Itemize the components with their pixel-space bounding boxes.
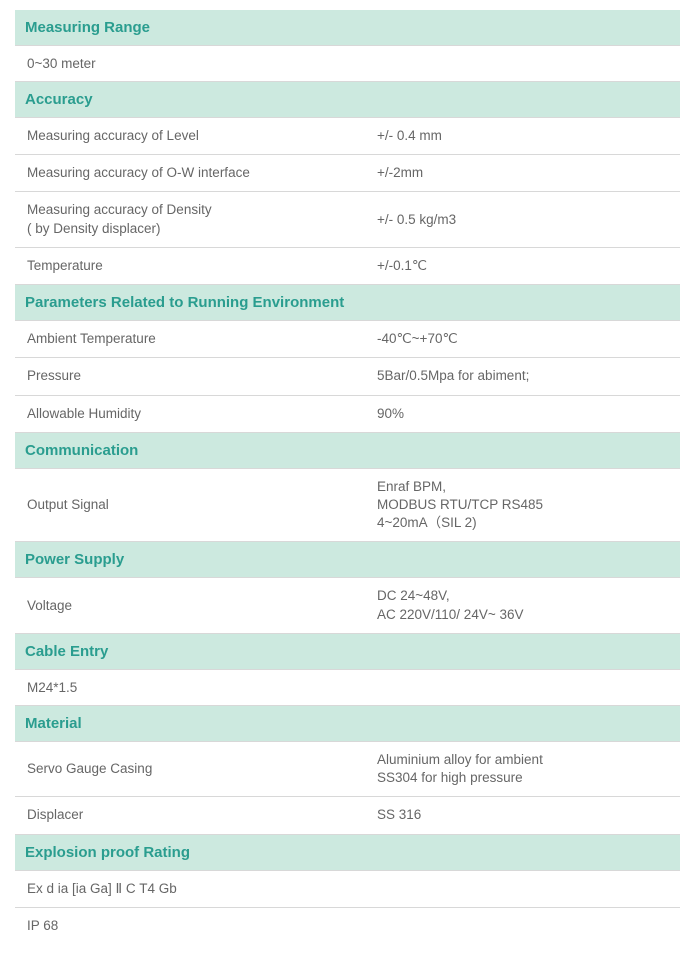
spec-value-row: Ex d ia [ia Ga] Ⅱ C T4 Gb [15, 870, 680, 907]
section-header: Accuracy [15, 81, 680, 117]
spec-kv-row: Allowable Humidity90% [15, 395, 680, 432]
spec-value-row: 0~30 meter [15, 45, 680, 81]
section-header: Communication [15, 432, 680, 468]
section-header: Material [15, 705, 680, 741]
spec-value-row: IP 68 [15, 907, 680, 943]
spec-value: +/- 0.5 kg/m3 [377, 211, 668, 229]
spec-value: Enraf BPM, MODBUS RTU/TCP RS485 4~20mA（S… [377, 478, 668, 533]
spec-value: +/- 0.4 mm [377, 127, 668, 145]
section-header: Cable Entry [15, 633, 680, 669]
spec-label: Output Signal [27, 496, 377, 514]
spec-kv-row: VoltageDC 24~48V, AC 220V/110/ 24V~ 36V [15, 577, 680, 632]
spec-kv-row: Pressure5Bar/0.5Mpa for abiment; [15, 357, 680, 394]
spec-label: Measuring accuracy of Level [27, 127, 377, 145]
spec-kv-row: DisplacerSS 316 [15, 796, 680, 833]
section-header: Explosion proof Rating [15, 834, 680, 870]
section-header: Parameters Related to Running Environmen… [15, 284, 680, 320]
spec-kv-row: Measuring accuracy of O-W interface+/-2m… [15, 154, 680, 191]
spec-label: Ambient Temperature [27, 330, 377, 348]
spec-label: Servo Gauge Casing [27, 760, 377, 778]
section-header: Power Supply [15, 541, 680, 577]
spec-value: SS 316 [377, 806, 668, 824]
spec-label: Pressure [27, 367, 377, 385]
spec-value: Aluminium alloy for ambient SS304 for hi… [377, 751, 668, 787]
spec-kv-row: Output SignalEnraf BPM, MODBUS RTU/TCP R… [15, 468, 680, 542]
spec-value: +/-2mm [377, 164, 668, 182]
spec-label: Temperature [27, 257, 377, 275]
spec-value: 5Bar/0.5Mpa for abiment; [377, 367, 668, 385]
spec-value: +/-0.1℃ [377, 257, 668, 275]
spec-value: 90% [377, 405, 668, 423]
spec-kv-row: Servo Gauge CasingAluminium alloy for am… [15, 741, 680, 796]
spec-table: Measuring Range0~30 meterAccuracyMeasuri… [0, 0, 695, 963]
spec-label: Voltage [27, 597, 377, 615]
spec-value-row: M24*1.5 [15, 669, 680, 705]
spec-label: Measuring accuracy of Density ( by Densi… [27, 201, 377, 237]
spec-label: Measuring accuracy of O-W interface [27, 164, 377, 182]
spec-kv-row: Measuring accuracy of Density ( by Densi… [15, 191, 680, 246]
section-header: Measuring Range [15, 10, 680, 45]
spec-value: DC 24~48V, AC 220V/110/ 24V~ 36V [377, 587, 668, 623]
spec-kv-row: Measuring accuracy of Level+/- 0.4 mm [15, 117, 680, 154]
spec-kv-row: Temperature+/-0.1℃ [15, 247, 680, 284]
spec-value: -40℃~+70℃ [377, 330, 668, 348]
spec-kv-row: Ambient Temperature-40℃~+70℃ [15, 320, 680, 357]
spec-label: Allowable Humidity [27, 405, 377, 423]
spec-label: Displacer [27, 806, 377, 824]
